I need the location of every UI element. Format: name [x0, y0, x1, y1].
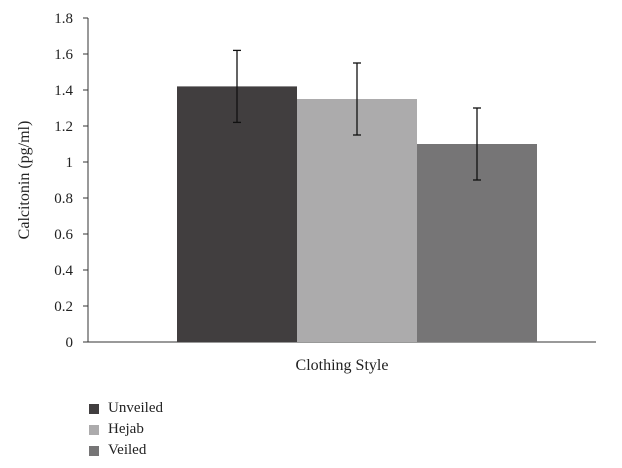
bar-hejab [297, 99, 417, 342]
bars-group [177, 86, 537, 343]
y-tick-label: 1 [66, 155, 74, 171]
error-bars-group [233, 49, 481, 181]
y-tick-label: 1.4 [54, 83, 73, 99]
x-axis-label: Clothing Style [296, 357, 389, 374]
y-tick-label: 0 [66, 335, 74, 351]
y-tick-label: 1.8 [54, 11, 73, 27]
y-axis-label: Calcitonin (pg/ml) [16, 121, 33, 240]
legend-swatch-unveiled [89, 403, 99, 414]
y-axis-ticks: 0 0.2 0.4 0.6 0.8 1 1.2 1.4 1.6 1.8 [54, 11, 88, 351]
legend-label-hejab: Hejab [108, 421, 144, 437]
y-tick-label: 0.8 [54, 191, 73, 207]
legend-item-veiled: Veiled [89, 440, 163, 461]
legend-swatch-veiled [89, 445, 99, 456]
legend-label-unveiled: Unveiled [108, 400, 163, 416]
legend-swatch-hejab [89, 424, 99, 435]
legend: Unveiled Hejab Veiled [89, 398, 163, 461]
legend-item-hejab: Hejab [89, 419, 163, 440]
y-tick-label: 0.2 [54, 299, 73, 315]
legend-label-veiled: Veiled [108, 442, 147, 458]
legend-item-unveiled: Unveiled [89, 398, 163, 419]
y-tick-label: 1.6 [54, 47, 73, 63]
y-tick-label: 1.2 [54, 119, 73, 135]
y-tick-label: 0.4 [54, 263, 73, 279]
y-tick-label: 0.6 [54, 227, 73, 243]
bar-unveiled [177, 86, 297, 343]
